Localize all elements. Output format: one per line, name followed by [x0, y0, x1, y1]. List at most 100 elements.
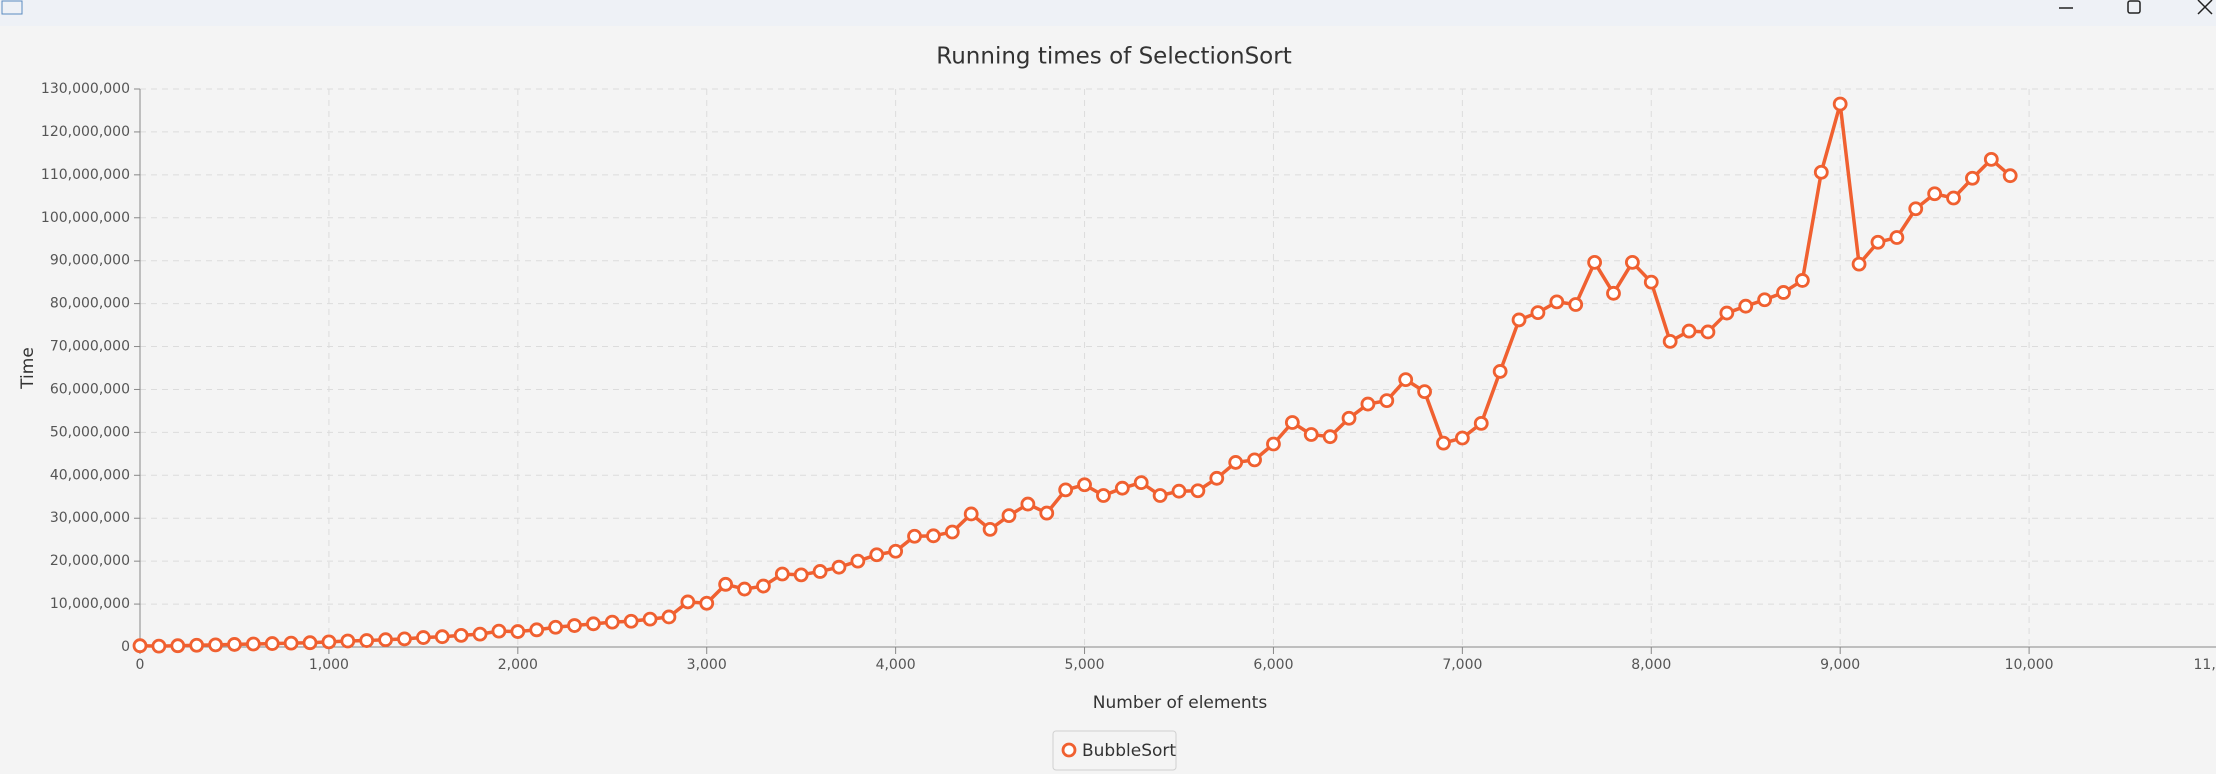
data-point	[1341, 410, 1357, 426]
data-point	[1209, 470, 1225, 486]
data-point	[1946, 190, 1961, 206]
data-point	[1360, 396, 1376, 412]
title-bar	[0, 0, 2216, 26]
x-axis-label: Number of elements	[1093, 693, 1268, 713]
data-point	[1228, 455, 1244, 470]
data-point	[1001, 508, 1017, 524]
data-point	[774, 566, 790, 582]
data-point	[264, 636, 280, 651]
y-tick-label: 20,000,000	[50, 553, 130, 569]
series-line	[139, 102, 2012, 648]
data-point	[1190, 483, 1206, 499]
x-tick-label: 7,000	[1442, 657, 1482, 673]
data-point	[869, 547, 885, 563]
data-point	[1662, 333, 1678, 349]
data-point	[1738, 298, 1754, 314]
data-point	[1908, 201, 1924, 217]
y-axis-label: Time	[18, 347, 38, 390]
data-point	[1152, 488, 1168, 503]
data-point	[737, 581, 752, 597]
y-tick-label: 90,000,000	[50, 253, 130, 269]
data-point	[1020, 496, 1036, 512]
data-point	[1039, 505, 1055, 521]
y-tick-label: 40,000,000	[50, 467, 130, 483]
maximize-button[interactable]	[2127, 0, 2141, 14]
data-point	[793, 567, 809, 583]
data-point	[189, 637, 205, 653]
legend	[1052, 730, 1177, 771]
data-point	[378, 632, 393, 648]
plot-area: 0 10,000,000 20,000,000 30,000,000 40,000,00…	[41, 81, 2216, 673]
data-point	[1077, 477, 1092, 493]
data-point	[132, 638, 148, 654]
data-point	[170, 638, 186, 654]
data-point	[1795, 273, 1810, 288]
data-point	[548, 619, 563, 635]
legend-symbol	[1061, 742, 1077, 758]
data-point	[1284, 415, 1300, 430]
data-point	[1247, 452, 1262, 468]
data-point	[151, 638, 167, 654]
data-point	[963, 506, 979, 522]
data-point	[680, 594, 696, 610]
y-tick-label: 70,000,000	[50, 339, 130, 355]
data-point	[415, 630, 431, 645]
data-point	[1776, 285, 1791, 300]
data-point	[1851, 256, 1867, 272]
data-point	[888, 543, 904, 559]
data-point	[982, 521, 998, 537]
data-point	[340, 633, 356, 649]
data-point	[623, 613, 639, 629]
x-tick-label: 2,000	[498, 657, 538, 673]
data-point	[718, 576, 734, 592]
data-point	[1643, 274, 1659, 290]
data-point	[661, 609, 677, 625]
data-point	[397, 631, 412, 647]
data-point	[1096, 488, 1111, 503]
x-tick-label: 3,000	[687, 657, 727, 673]
data-point	[1171, 483, 1187, 499]
close-button[interactable]	[2197, 0, 2213, 15]
data-point	[1133, 475, 1149, 491]
data-point	[1870, 234, 1886, 250]
data-point	[1681, 323, 1697, 339]
y-tick-label: 0	[121, 639, 130, 655]
data-point	[1965, 170, 1980, 186]
x-tick-label: 1,000	[309, 657, 349, 673]
data-point	[907, 528, 922, 544]
data-point	[756, 578, 771, 594]
data-point	[944, 524, 960, 540]
x-tick-label: 10,000	[2005, 657, 2054, 673]
data-point	[283, 635, 299, 651]
data-point	[434, 629, 450, 645]
data-point	[1757, 292, 1773, 308]
y-tick-label: 100,000,000	[41, 210, 130, 226]
data-point	[1473, 415, 1489, 431]
data-point	[245, 636, 261, 652]
legend-label: BubbleSort	[1082, 741, 1176, 761]
data-point	[1511, 312, 1527, 328]
y-tick-label: 50,000,000	[50, 424, 130, 440]
data-point	[359, 633, 375, 648]
data-point	[1624, 255, 1640, 270]
data-point	[831, 559, 847, 575]
data-point	[604, 614, 620, 630]
data-point	[208, 637, 223, 653]
data-point	[510, 624, 526, 639]
data-point	[1303, 427, 1319, 442]
x-tick-label: 11,000	[2194, 657, 2216, 673]
x-tick-label: 5,000	[1064, 657, 1104, 673]
data-point	[1266, 436, 1281, 452]
data-point	[1379, 393, 1395, 409]
y-tick-label: 80,000,000	[50, 296, 130, 312]
data-point	[1568, 297, 1584, 312]
data-point	[453, 628, 469, 643]
data-point	[699, 595, 715, 611]
y-tick-label: 130,000,000	[41, 81, 130, 97]
data-point	[1417, 384, 1432, 400]
x-tick-label: 4,000	[876, 657, 916, 673]
data-point	[926, 528, 941, 544]
data-point	[1927, 186, 1943, 202]
